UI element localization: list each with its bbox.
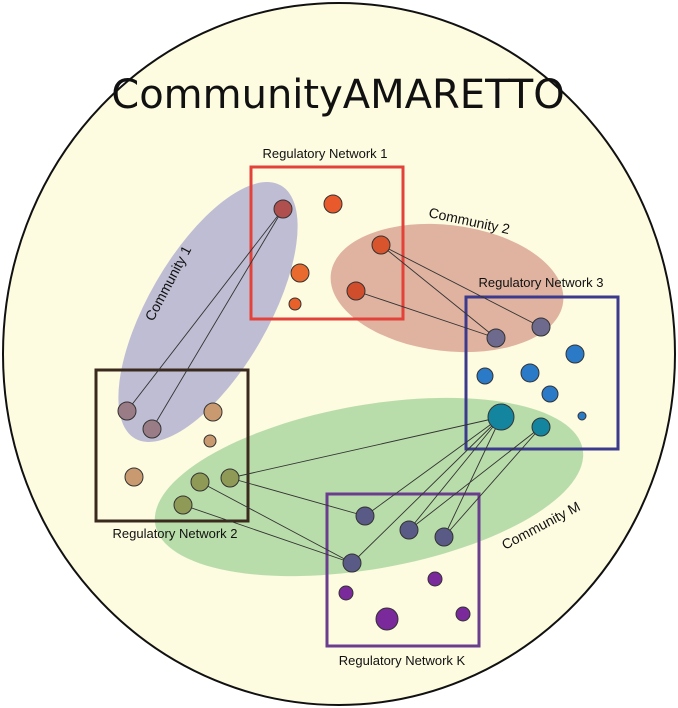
edge [182,504,353,564]
edge [408,416,502,531]
edge [151,208,284,430]
edge [408,426,542,531]
node [476,367,494,385]
node [273,199,293,219]
node [434,527,454,547]
node [142,419,162,439]
node [117,401,137,421]
node [342,553,362,573]
edge [364,416,502,517]
node [173,495,193,515]
node [355,506,375,526]
node [399,520,419,540]
edge [443,416,502,538]
network-k-label: Regulatory Network K [339,653,466,668]
node [203,402,223,422]
network-1-label: Regulatory Network 1 [263,146,388,161]
edge [229,416,502,479]
node [220,468,240,488]
diagram-title: CommunityAMARETTO [111,72,564,118]
edge [351,416,502,564]
edge [199,481,353,564]
node [190,472,210,492]
node [288,297,302,311]
edge [229,477,366,517]
node [427,571,443,587]
community-1-blob [118,182,298,442]
node [323,194,343,214]
node [487,403,515,431]
network-k-box [325,492,481,648]
network-2-nodes [117,401,240,515]
node [203,434,217,448]
network-1-box [249,165,405,321]
node [371,235,391,255]
edge [355,290,497,339]
node [338,585,354,601]
edge [380,244,542,328]
node [375,607,399,631]
network-3-label: Regulatory Network 3 [479,275,604,290]
network-3-nodes [476,317,587,437]
network-1-nodes [273,194,391,311]
network-2-box [94,368,250,523]
edge-group [126,208,542,564]
node [346,281,366,301]
node [577,411,587,421]
node [486,328,506,348]
node [541,385,559,403]
edge [443,426,542,538]
node [455,606,471,622]
network-2-label: Regulatory Network 2 [113,526,238,541]
node [531,417,551,437]
community-m-blob [154,397,584,577]
node [290,263,310,283]
node [565,344,585,364]
edge [126,208,284,412]
node [520,363,540,383]
network-3-box [464,295,620,451]
node [531,317,551,337]
node [124,467,144,487]
network-k-nodes [338,506,471,631]
edge [380,244,497,339]
